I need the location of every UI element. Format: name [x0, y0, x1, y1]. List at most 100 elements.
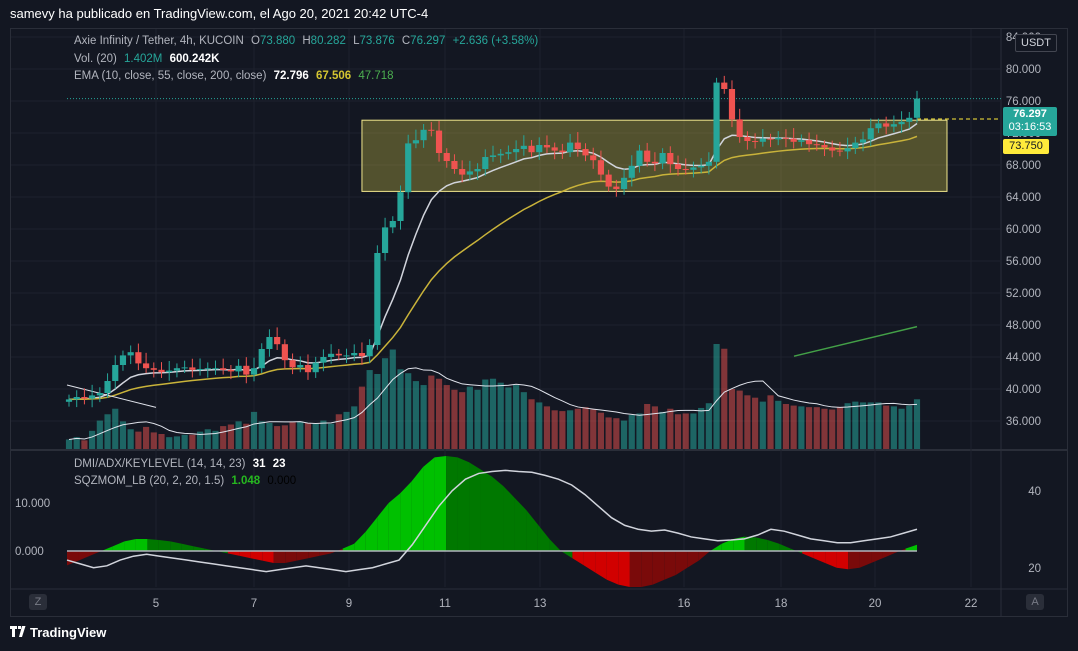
candle[interactable] — [196, 358, 204, 376]
candle[interactable] — [65, 394, 73, 407]
candle-layer[interactable] — [65, 75, 921, 408]
candle[interactable] — [96, 387, 103, 403]
candle[interactable] — [559, 143, 566, 159]
candle[interactable] — [528, 140, 535, 157]
candle[interactable] — [274, 327, 281, 350]
candle[interactable] — [81, 388, 88, 405]
candle[interactable] — [497, 149, 504, 164]
candle[interactable] — [798, 134, 805, 147]
candle[interactable] — [343, 348, 350, 364]
candle[interactable] — [513, 140, 520, 161]
currency-label[interactable]: USDT — [1015, 34, 1057, 52]
candle[interactable] — [204, 362, 211, 378]
candle[interactable] — [728, 80, 736, 128]
candle[interactable] — [836, 141, 843, 157]
candle[interactable] — [366, 339, 373, 363]
a-button[interactable]: A — [1026, 594, 1044, 610]
candle[interactable] — [543, 135, 551, 154]
candle[interactable] — [220, 358, 227, 375]
candle[interactable] — [505, 145, 512, 160]
z-button[interactable]: Z — [29, 594, 47, 610]
candle[interactable] — [551, 142, 558, 160]
candle[interactable] — [335, 349, 342, 361]
candle[interactable] — [73, 390, 80, 408]
candle[interactable] — [736, 108, 743, 143]
candle[interactable] — [243, 357, 250, 384]
candle[interactable] — [574, 132, 581, 157]
candle[interactable] — [158, 362, 165, 378]
candle[interactable] — [412, 129, 419, 149]
candle[interactable] — [166, 361, 173, 381]
candle[interactable] — [482, 149, 489, 176]
candle[interactable] — [443, 148, 450, 168]
candle[interactable] — [875, 118, 882, 133]
candle[interactable] — [883, 116, 890, 135]
candle[interactable] — [351, 344, 358, 362]
candle[interactable] — [297, 356, 304, 373]
candle[interactable] — [266, 329, 273, 357]
candle[interactable] — [913, 90, 921, 123]
candle[interactable] — [381, 217, 389, 261]
candle[interactable] — [636, 144, 643, 173]
candle[interactable] — [304, 354, 312, 380]
candle[interactable] — [405, 134, 412, 199]
trend-line[interactable] — [793, 325, 918, 357]
candle[interactable] — [867, 118, 874, 147]
candle[interactable] — [489, 145, 497, 162]
candle[interactable] — [459, 160, 466, 183]
candle[interactable] — [829, 140, 836, 158]
candle[interactable] — [651, 152, 658, 172]
candle[interactable] — [135, 343, 142, 371]
candle[interactable] — [358, 342, 366, 365]
candle[interactable] — [852, 136, 859, 154]
candle[interactable] — [859, 131, 867, 152]
candle[interactable] — [698, 158, 705, 174]
candle[interactable] — [189, 358, 196, 378]
candle[interactable] — [628, 155, 635, 187]
candle[interactable] — [667, 146, 674, 173]
candle[interactable] — [397, 185, 404, 230]
candle[interactable] — [474, 163, 481, 181]
candle[interactable] — [813, 134, 820, 151]
candle[interactable] — [597, 150, 605, 182]
candle[interactable] — [536, 137, 543, 160]
candle[interactable] — [674, 155, 682, 176]
candle[interactable] — [235, 359, 242, 378]
candle[interactable] — [420, 124, 427, 148]
candle[interactable] — [898, 111, 905, 133]
candle[interactable] — [312, 356, 319, 378]
candle[interactable] — [89, 384, 96, 408]
candle[interactable] — [104, 373, 111, 398]
candle[interactable] — [844, 137, 851, 160]
candle[interactable] — [289, 353, 296, 375]
candle[interactable] — [389, 216, 396, 234]
candle[interactable] — [682, 158, 689, 175]
candle[interactable] — [451, 154, 458, 174]
candle[interactable] — [150, 362, 157, 378]
candle[interactable] — [690, 161, 697, 178]
candle[interactable] — [767, 133, 774, 148]
candle[interactable] — [328, 344, 335, 364]
candle[interactable] — [466, 160, 473, 181]
candle[interactable] — [620, 169, 628, 195]
candle[interactable] — [112, 355, 119, 389]
candle[interactable] — [127, 345, 134, 365]
candle[interactable] — [374, 245, 381, 350]
candle[interactable] — [752, 133, 759, 149]
candle[interactable] — [320, 349, 327, 372]
candle[interactable] — [227, 365, 234, 380]
candle[interactable] — [759, 129, 766, 147]
candle[interactable] — [119, 350, 127, 371]
candle[interactable] — [790, 128, 797, 149]
candle[interactable] — [705, 152, 712, 175]
candle[interactable] — [582, 143, 589, 162]
candle[interactable] — [567, 133, 574, 157]
candle[interactable] — [782, 129, 790, 148]
chart-canvas[interactable]: 84.00080.00076.00072.00068.00064.00060.0… — [11, 29, 1067, 616]
candle[interactable] — [258, 343, 265, 373]
candle[interactable] — [143, 352, 150, 373]
candle[interactable] — [713, 77, 720, 169]
candle[interactable] — [613, 179, 620, 197]
candle[interactable] — [821, 140, 828, 157]
candle[interactable] — [181, 360, 188, 373]
